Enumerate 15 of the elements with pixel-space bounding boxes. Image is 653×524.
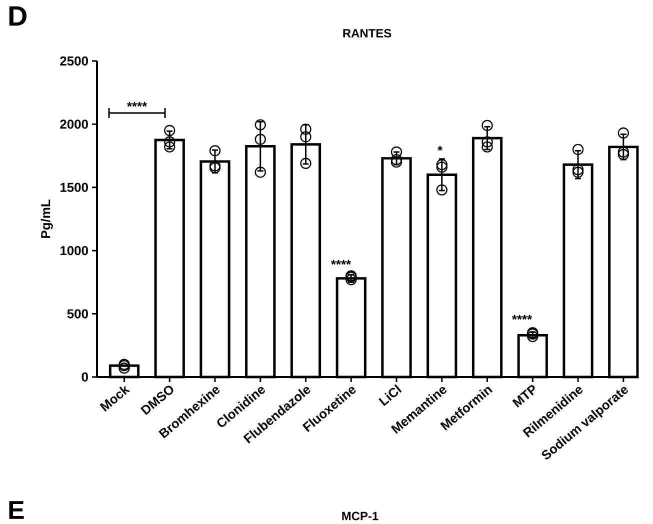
text: D (9, 6, 26, 26)
y-tick-label: 500 (67, 309, 88, 318)
y-tick-label: 1500 (60, 182, 88, 192)
y-tick-label: 0 (82, 372, 88, 382)
y-axis-title: Pg/mL (40, 200, 53, 238)
annotation: **** (330, 260, 352, 265)
annotation: **** (512, 314, 532, 320)
annotation: * (438, 146, 443, 151)
text: MCP-1 (342, 512, 378, 520)
annotation: **** (126, 102, 148, 107)
text: E (9, 501, 24, 519)
y-tick-label: 1000 (60, 246, 88, 256)
chart-title: RANTES (343, 29, 392, 38)
y-tick-label: 2500 (60, 56, 88, 66)
y-tick-label: 2000 (60, 120, 88, 129)
